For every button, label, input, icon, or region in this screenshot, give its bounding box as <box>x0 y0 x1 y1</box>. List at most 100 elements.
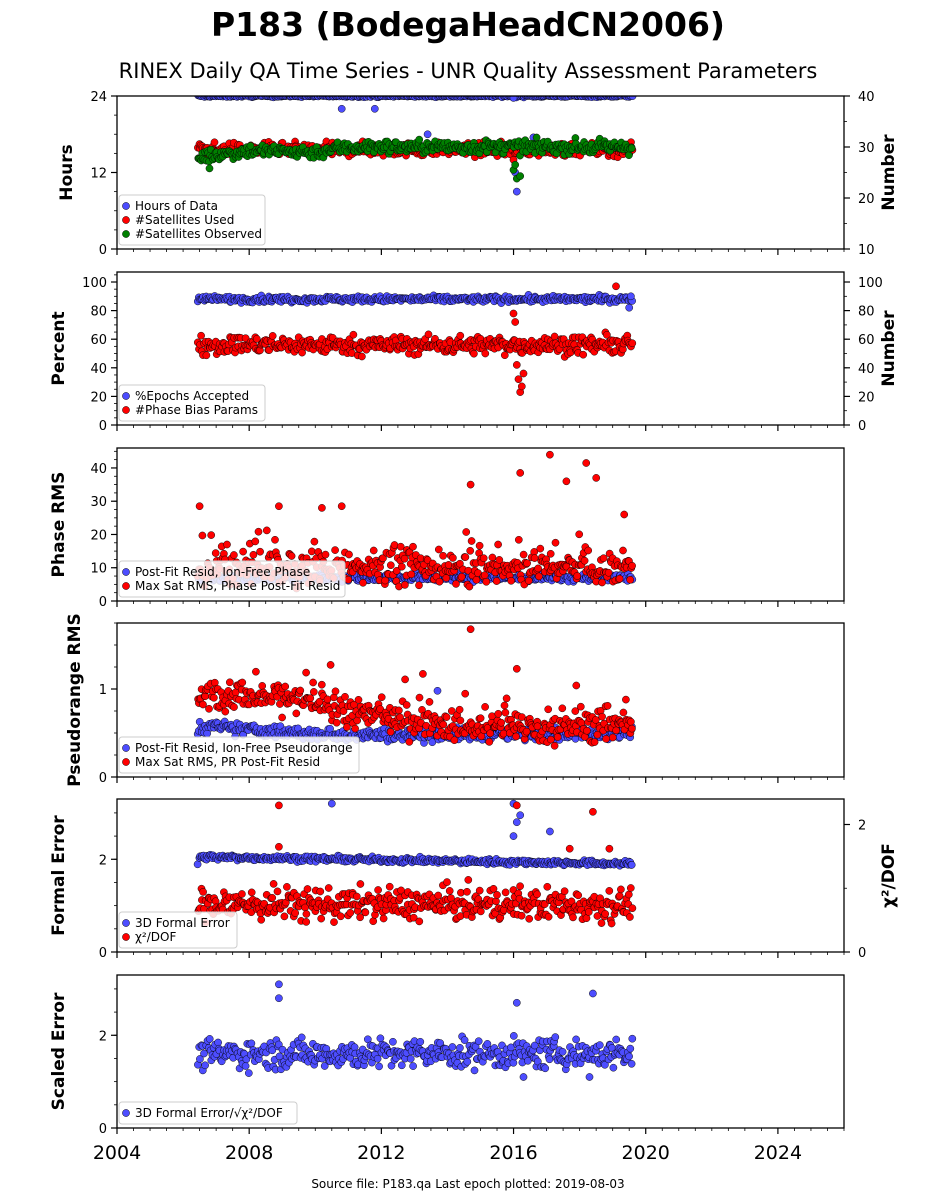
y-tick-label: 0 <box>99 243 107 258</box>
data-point <box>352 892 361 901</box>
data-point <box>359 578 367 587</box>
data-point <box>571 707 580 715</box>
data-point <box>535 572 543 581</box>
data-point <box>558 704 567 713</box>
data-point <box>354 695 363 704</box>
data-point <box>211 549 220 557</box>
data-point <box>210 138 219 147</box>
outlier-point <box>318 504 326 512</box>
data-point <box>628 724 636 733</box>
data-point <box>292 709 301 718</box>
series-2-2 <box>193 282 637 396</box>
outlier-point <box>195 502 204 511</box>
data-point <box>550 332 559 341</box>
data-point <box>309 678 317 687</box>
y2-tick-label: 0 <box>858 419 866 434</box>
data-point <box>449 554 457 562</box>
data-point <box>310 537 319 546</box>
data-point <box>377 693 386 702</box>
data-point <box>396 542 405 551</box>
data-point <box>493 891 501 899</box>
y2-tick-label: 40 <box>858 90 875 105</box>
data-point <box>608 733 617 742</box>
data-point <box>419 670 427 678</box>
data-point <box>401 581 409 589</box>
data-point <box>400 554 409 563</box>
data-point <box>583 726 591 735</box>
data-point <box>544 912 553 921</box>
data-point <box>221 707 230 716</box>
data-point <box>238 890 246 898</box>
data-point <box>525 914 534 923</box>
data-point <box>199 700 207 709</box>
data-point <box>287 552 296 560</box>
data-point <box>356 880 365 888</box>
data-point <box>500 351 509 360</box>
data-point <box>230 703 238 711</box>
data-point <box>302 668 310 677</box>
data-point <box>523 559 531 568</box>
data-point <box>281 682 290 691</box>
data-point <box>317 680 326 689</box>
data-point <box>569 913 577 922</box>
y-tick-label: 30 <box>90 495 107 510</box>
data-point <box>349 330 358 339</box>
data-point <box>591 716 600 724</box>
data-points-panel-5 <box>193 799 637 928</box>
series-1-3 <box>194 133 636 183</box>
outlier-point <box>512 664 521 673</box>
legend-label: Post-Fit Resid, Ion-Free Phase <box>135 565 310 579</box>
y-tick-label: 100 <box>82 276 107 291</box>
outlier-point <box>562 477 571 486</box>
data-point <box>492 897 500 906</box>
legend-label: Hours of Data <box>135 199 218 213</box>
data-point <box>374 886 382 894</box>
data-point <box>519 550 528 559</box>
data-point <box>546 549 555 558</box>
data-point <box>553 733 562 741</box>
outlier-point <box>622 695 630 704</box>
data-point <box>514 535 523 544</box>
data-point <box>481 349 490 358</box>
data-point <box>344 575 353 584</box>
series-2-1 <box>193 291 636 312</box>
y-axis-label: Percent <box>49 311 69 385</box>
data-point <box>467 537 476 545</box>
data-point <box>238 678 247 687</box>
data-point <box>628 339 637 348</box>
legend-label: Max Sat RMS, Phase Post-Fit Resid <box>135 579 340 593</box>
data-point <box>316 887 325 896</box>
data-point <box>533 890 541 899</box>
data-point <box>461 553 470 561</box>
data-point <box>395 706 403 715</box>
data-point <box>230 551 238 559</box>
legend-label: #Phase Bias Params <box>135 403 258 417</box>
outlier-point <box>511 160 520 169</box>
y2-tick-label: 20 <box>858 192 875 207</box>
data-point <box>544 705 553 714</box>
data-point <box>485 738 494 746</box>
data-point <box>379 914 388 923</box>
outlier-point <box>509 96 518 102</box>
data-points-panel-1 <box>194 96 637 196</box>
data-point <box>627 144 636 153</box>
data-point <box>466 546 475 555</box>
y2-axis-label: Number <box>879 134 899 211</box>
data-point <box>210 693 218 702</box>
data-point <box>415 581 423 590</box>
y2-tick-label: 100 <box>858 276 883 291</box>
outlier-point <box>275 502 283 511</box>
data-point <box>584 546 593 555</box>
data-point <box>321 550 330 559</box>
data-point <box>615 574 624 583</box>
data-point <box>434 545 443 554</box>
legend-box <box>118 560 346 598</box>
legend-marker <box>122 202 130 210</box>
data-point <box>462 528 471 536</box>
data-point <box>465 582 474 591</box>
data-point <box>543 882 552 891</box>
data-point <box>476 714 485 723</box>
